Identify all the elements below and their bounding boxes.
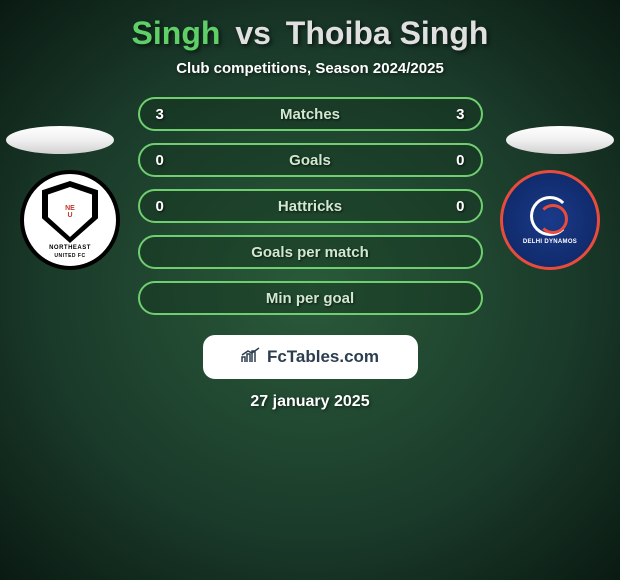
- team-logo-right: DELHI DYNAMOS: [500, 170, 600, 270]
- subtitle: Club competitions, Season 2024/2025: [176, 60, 444, 77]
- shield-icon: NEU: [42, 181, 98, 243]
- stat-pill: 3 Matches 3: [138, 97, 483, 131]
- stat-row: 3 Matches 3: [0, 97, 620, 131]
- logo-left-text: NORTHEAST: [49, 245, 91, 251]
- stat-label: Min per goal: [266, 290, 354, 307]
- stat-right-value: 0: [456, 198, 464, 215]
- team-logo-left: NEU NORTHEAST UNITED FC: [20, 170, 120, 270]
- stat-left-value: 3: [156, 106, 164, 123]
- logo-left-subtext: UNITED FC: [54, 253, 85, 259]
- stat-label: Matches: [280, 106, 340, 123]
- stat-label: Hattricks: [278, 198, 342, 215]
- logo-left-inner: NEU: [48, 187, 92, 237]
- watermark-text: FcTables.com: [267, 347, 379, 367]
- stat-pill: Min per goal: [138, 281, 483, 315]
- date-text: 27 january 2025: [250, 393, 369, 411]
- player2-name: Thoiba Singh: [286, 15, 489, 51]
- stat-pill: 0 Hattricks 0: [138, 189, 483, 223]
- stat-label: Goals: [289, 152, 331, 169]
- vs-text: vs: [235, 15, 271, 51]
- stat-label: Goals per match: [251, 244, 369, 261]
- stat-row: Min per goal: [0, 281, 620, 315]
- stat-left-value: 0: [156, 152, 164, 169]
- player-right-ellipse: [506, 126, 614, 154]
- stat-left-value: 0: [156, 198, 164, 215]
- stat-pill: 0 Goals 0: [138, 143, 483, 177]
- stat-pill: Goals per match: [138, 235, 483, 269]
- player1-name: Singh: [132, 15, 221, 51]
- watermark: FcTables.com: [203, 335, 418, 379]
- stat-right-value: 3: [456, 106, 464, 123]
- player-left-ellipse: [6, 126, 114, 154]
- logo-right-text: DELHI DYNAMOS: [523, 239, 577, 245]
- logo-right-inner: DELHI DYNAMOS: [518, 188, 582, 252]
- swirl-icon: [530, 196, 570, 236]
- comparison-title: Singh vs Thoiba Singh: [132, 15, 489, 52]
- chart-icon: [241, 347, 261, 368]
- stat-right-value: 0: [456, 152, 464, 169]
